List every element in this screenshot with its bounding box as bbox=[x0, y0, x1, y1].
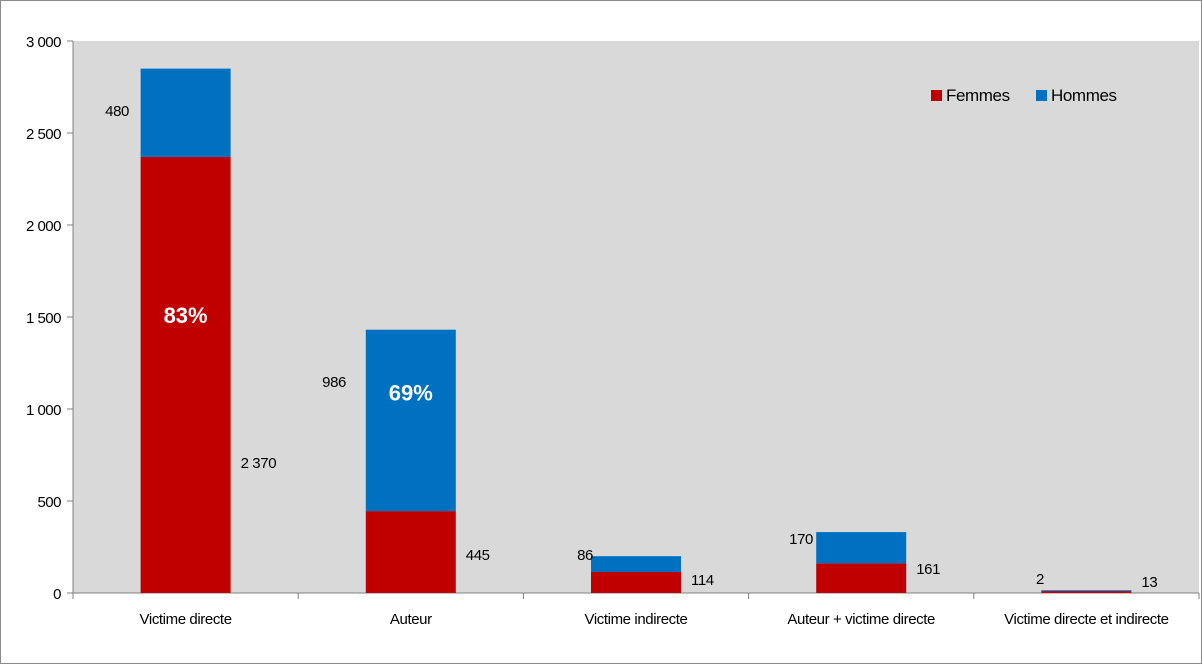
legend: Femmes Hommes bbox=[931, 86, 1117, 105]
label-hommes: 480 bbox=[105, 103, 129, 120]
percent-annotation: 83% bbox=[164, 303, 208, 328]
bar-hommes bbox=[365, 329, 456, 512]
x-category-label: Victime directe bbox=[140, 611, 232, 628]
bar-femmes bbox=[816, 563, 907, 593]
x-category-label: Victime directe et indirecte bbox=[1004, 611, 1168, 628]
x-category-label: Auteur bbox=[390, 611, 432, 628]
y-tick-label: 2 500 bbox=[26, 126, 61, 143]
y-tick-label: 500 bbox=[37, 494, 61, 511]
bar-femmes bbox=[591, 572, 681, 593]
percent-annotation: 69% bbox=[389, 380, 433, 405]
label-hommes: 2 bbox=[1036, 571, 1044, 588]
label-hommes: 986 bbox=[322, 374, 346, 391]
legend-swatch bbox=[1036, 90, 1047, 101]
y-tick-label: 2 000 bbox=[26, 218, 61, 235]
label-hommes: 170 bbox=[789, 531, 813, 548]
bars bbox=[140, 68, 1132, 594]
label-hommes: 86 bbox=[577, 547, 593, 564]
legend-swatch bbox=[931, 90, 942, 101]
legend-label: Femmes bbox=[946, 86, 1010, 105]
data-labels: 2 370 480 445 986 114 86 161 170 13 2 83% 69% bbox=[105, 103, 1158, 591]
y-tick-label: 1 000 bbox=[26, 402, 61, 419]
x-category-label: Auteur + victime directe bbox=[787, 611, 935, 628]
axes: 0 500 1 000 1 500 2 000 2 500 3 000 Victime dir… bbox=[26, 34, 1200, 628]
label-femmes: 13 bbox=[1141, 574, 1157, 591]
plot-area bbox=[73, 41, 1199, 593]
label-femmes: 114 bbox=[691, 572, 714, 589]
bar-hommes bbox=[1041, 590, 1132, 592]
label-femmes: 161 bbox=[916, 561, 940, 578]
bar-hommes bbox=[816, 532, 907, 564]
legend-label: Hommes bbox=[1051, 86, 1117, 105]
x-category-label: Victime indirecte bbox=[585, 611, 688, 628]
label-femmes: 445 bbox=[466, 547, 490, 564]
bar-femmes bbox=[140, 156, 231, 594]
bar-femmes bbox=[1041, 590, 1132, 593]
label-femmes: 2 370 bbox=[241, 455, 277, 472]
y-tick-label: 0 bbox=[53, 586, 61, 603]
y-tick-label: 1 500 bbox=[26, 310, 61, 327]
y-tick-label: 3 000 bbox=[26, 34, 61, 51]
bar-femmes bbox=[365, 511, 456, 593]
bar-hommes bbox=[591, 556, 681, 573]
bar-hommes bbox=[140, 68, 231, 157]
